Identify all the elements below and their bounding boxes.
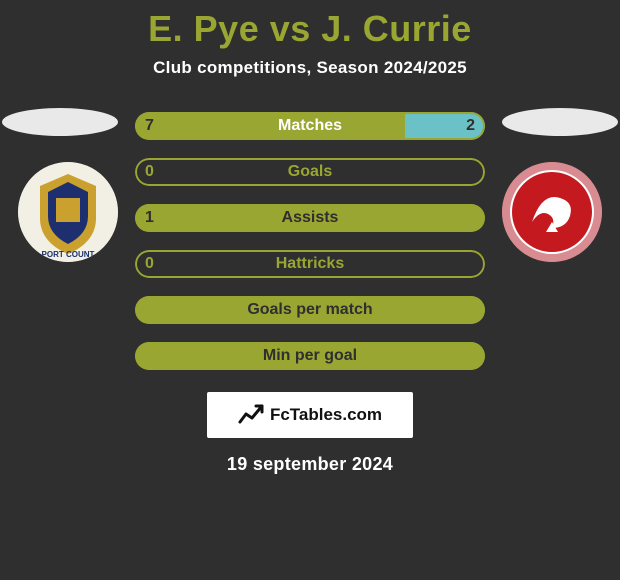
stat-bar-left-seg: 7 [135, 112, 405, 140]
stat-bar: 0Hattricks [135, 250, 485, 278]
stat-bar: Goals per match [135, 296, 485, 324]
stat-bar: Min per goal [135, 342, 485, 370]
brand-icon [238, 404, 264, 426]
stat-bar-left-value: 0 [145, 163, 154, 181]
stat-bar-right-seg: 2 [405, 112, 486, 140]
player-right-platform [502, 108, 618, 136]
crest-right-icon [502, 162, 602, 262]
stat-bar-right-seg [475, 250, 485, 278]
brand-label: FcTables.com [270, 405, 382, 425]
stat-bar-right-seg [475, 342, 485, 370]
stat-bar-right-value: 2 [466, 117, 475, 135]
stat-bar: 0Goals [135, 158, 485, 186]
stat-bar-left-seg: 0 [135, 158, 485, 186]
stat-bar-left-seg [135, 342, 485, 370]
brand-badge: FcTables.com [207, 392, 413, 438]
page-subtitle: Club competitions, Season 2024/2025 [0, 58, 620, 78]
stat-bar-right-seg [475, 204, 485, 232]
stat-bar-left-value: 1 [145, 209, 154, 227]
stat-bar: 72Matches [135, 112, 485, 140]
stat-bar-left-seg: 1 [135, 204, 485, 232]
comparison-area: PORT COUNT 72Matches0Goals1Assists0Hattr… [0, 112, 620, 475]
stat-bar-right-seg [475, 158, 485, 186]
stat-bar-right-seg [475, 296, 485, 324]
page-title: E. Pye vs J. Currie [0, 0, 620, 50]
crest-left: PORT COUNT [18, 162, 118, 262]
stat-bar-left-value: 7 [145, 117, 154, 135]
stat-bar-left-value: 0 [145, 255, 154, 273]
stat-bar-left-seg [135, 296, 485, 324]
player-left-platform [2, 108, 118, 136]
stat-bar: 1Assists [135, 204, 485, 232]
stat-bar-left-seg: 0 [135, 250, 485, 278]
footer-date: 19 september 2024 [0, 454, 620, 475]
svg-text:PORT COUNT: PORT COUNT [42, 250, 95, 259]
stat-bars: 72Matches0Goals1Assists0HattricksGoals p… [135, 112, 485, 370]
crest-left-icon: PORT COUNT [18, 162, 118, 262]
crest-right [502, 162, 602, 262]
